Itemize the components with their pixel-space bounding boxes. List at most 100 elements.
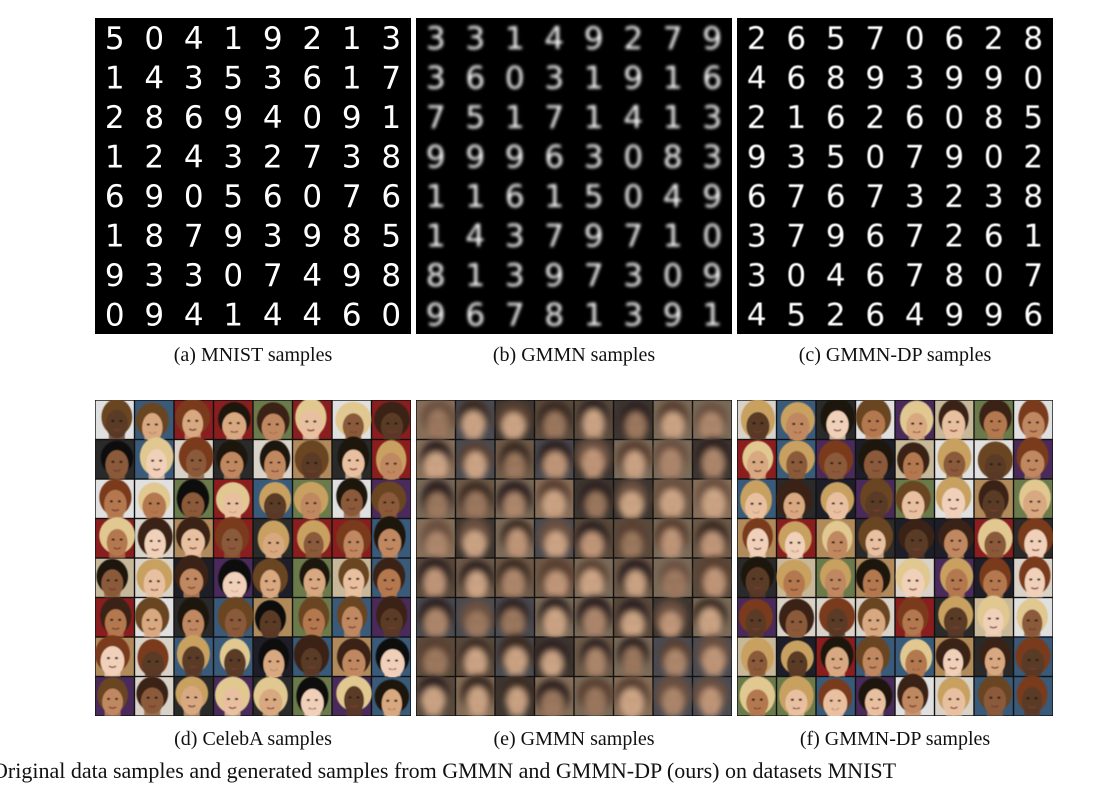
gmmn-face-tile <box>614 598 653 639</box>
gmmn-face-tile <box>693 634 732 677</box>
celeba-face-tile <box>293 519 332 559</box>
celeba-face-tile <box>253 676 292 716</box>
gmmn-face-tile <box>653 598 692 638</box>
gmmn-face-tile <box>535 439 574 480</box>
celeba-face-tile <box>293 596 332 637</box>
mnist-digit: 4 <box>302 258 322 294</box>
gmmn-digit-digit: 1 <box>702 297 722 333</box>
gmmn-dp-face-tile <box>816 519 855 560</box>
gmmn-face-tile <box>535 557 574 599</box>
gmmn-face-tile <box>535 677 574 716</box>
gmmn-dp-digit-digit: 7 <box>865 179 885 215</box>
gmmn-face-tile <box>495 519 534 559</box>
gmmn-face-tile <box>653 558 692 600</box>
gmmn-dp-face-tile <box>1014 400 1053 440</box>
mnist-digit: 4 <box>302 297 322 333</box>
gmmn-dp-face-tile <box>777 675 816 716</box>
mnist-digit: 4 <box>144 60 164 96</box>
gmmn-dp-face-tile <box>777 637 816 678</box>
gmmn-dp-digit-digit: 3 <box>905 179 925 215</box>
gmmn-digit-digit: 3 <box>426 21 446 57</box>
mnist-digit: 0 <box>223 258 243 294</box>
gmmn-digit-digit: 0 <box>663 258 683 294</box>
gmmn-dp-face-tile <box>737 676 776 716</box>
gmmn-dp-digit-digit: 6 <box>865 218 885 254</box>
mnist-digit: 3 <box>342 139 362 175</box>
gmmn-digit-digit: 1 <box>426 179 446 215</box>
caption-d: (d) CelebA samples <box>174 728 332 750</box>
mnist-digit: 6 <box>342 297 362 333</box>
gmmn-dp-digit-digit: 2 <box>865 100 885 136</box>
mnist-digit: 9 <box>302 218 322 254</box>
gmmn-digit-digit: 1 <box>465 258 485 294</box>
celeba-face-tile <box>332 557 371 598</box>
mnist-digit: 7 <box>263 258 283 294</box>
mnist-digit: 6 <box>302 60 322 96</box>
gmmn-dp-face-tile <box>935 518 974 558</box>
mnist-digit: 3 <box>184 258 204 294</box>
gmmn-dp-face-tile <box>855 400 895 440</box>
gmmn-dp-digit-digit: 7 <box>905 139 925 175</box>
gmmn-face-tile <box>574 437 613 479</box>
celeba-face-tile <box>293 440 332 480</box>
gmmn-face-tile <box>535 400 574 440</box>
mnist-digit: 4 <box>184 139 204 175</box>
celeba-face-tile <box>174 555 213 598</box>
gmmn-digit-digit: 0 <box>623 139 643 175</box>
gmmn-digit-digit: 1 <box>426 218 446 254</box>
gmmn-digit-digit: 1 <box>505 100 525 136</box>
gmmn-digit-digit: 1 <box>584 60 604 96</box>
gmmn-face-tile <box>614 676 653 716</box>
mnist-digit: 8 <box>144 218 164 254</box>
mnist-digit: 4 <box>184 297 204 333</box>
gmmn-dp-face-tile <box>856 516 895 558</box>
gmmn-digit-digit: 0 <box>623 179 643 215</box>
gmmn-digit-digit: 3 <box>544 60 564 96</box>
gmmn-dp-face-tile <box>974 637 1013 677</box>
gmmn-dp-face-tile <box>737 637 776 677</box>
gmmn-face-tile <box>416 636 455 677</box>
gmmn-dp-face-tile <box>895 479 934 521</box>
gmmn-face-tile <box>535 518 574 559</box>
celeba-face-tile <box>174 516 213 558</box>
gmmn-face-tile <box>495 479 534 520</box>
gmmn-digit-digit: 3 <box>465 21 485 57</box>
gmmn-face-tile <box>416 479 455 521</box>
gmmn-digit-digit: 1 <box>584 297 604 333</box>
gmmn-face-tile <box>495 634 534 677</box>
gmmn-dp-digit-digit: 8 <box>1023 21 1043 57</box>
gmmn-face-tile <box>535 597 574 638</box>
gmmn-dp-face-tile <box>776 558 816 598</box>
gmmn-digit-digit: 1 <box>663 60 683 96</box>
gmmn-face-tile <box>693 477 732 519</box>
gmmn-digit-digit: 9 <box>702 21 722 57</box>
mnist-digit: 1 <box>223 21 243 57</box>
mnist-digit: 2 <box>302 21 322 57</box>
celeba-face-tile <box>135 437 174 479</box>
gmmn-dp-face-tile <box>855 558 895 598</box>
gmmn-dp-digit-digit: 0 <box>984 258 1004 294</box>
mnist-digit: 9 <box>105 258 125 294</box>
celeba-face-tile <box>253 598 292 640</box>
mnist-digit: 9 <box>263 21 283 57</box>
celeba-face-tile <box>174 400 213 440</box>
celeba-face-tile <box>174 479 213 519</box>
gmmn-dp-face-tile <box>935 557 974 598</box>
gmmn-digit-digit: 7 <box>544 100 564 136</box>
celeba-face-tile <box>134 597 174 638</box>
gmmn-dp-digit-digit: 0 <box>786 258 806 294</box>
gmmn-dp-face-tile <box>856 597 895 639</box>
gmmn-dp-face-tile <box>935 676 974 716</box>
mnist-digit: 4 <box>263 100 283 136</box>
gmmn-dp-digit-digit: 2 <box>747 21 767 57</box>
gmmn-digit-digit: 9 <box>623 60 643 96</box>
gmmn-face-tile <box>574 519 613 559</box>
gmmn-digit-digit: 9 <box>702 179 722 215</box>
gmmn-dp-digit-digit: 6 <box>944 21 964 57</box>
gmmn-dp-digit-digit: 6 <box>984 218 1004 254</box>
gmmn-face-tile <box>416 440 455 480</box>
celeba-face-tile <box>372 557 411 598</box>
celeba-face-tile <box>372 400 411 441</box>
